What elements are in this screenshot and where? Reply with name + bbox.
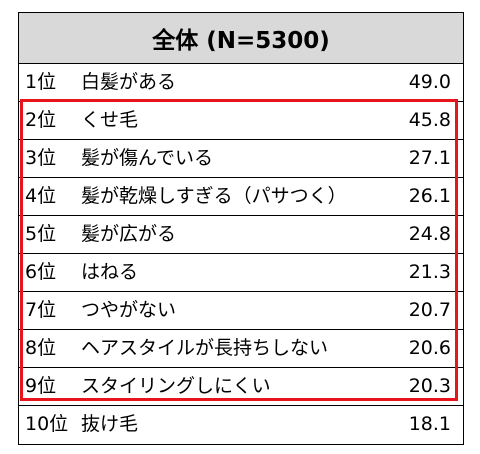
- item-label: ヘアスタイルが長持ちしない: [81, 337, 329, 359]
- item-label: くせ毛: [81, 109, 139, 131]
- item-label: 髪が傷んでいる: [81, 147, 214, 169]
- rank: 4位: [25, 185, 57, 207]
- rank: 1位: [25, 71, 57, 93]
- rank: 3位: [25, 147, 57, 169]
- ranking-table: 全体 (N=5300) 1位 白髪がある 49.0 2位 くせ毛 45.8 3位 髪が傷んでい…: [18, 12, 464, 445]
- rank: 7位: [25, 299, 57, 321]
- item-label: 抜け毛: [81, 413, 139, 435]
- value: 18.1: [408, 413, 451, 435]
- value: 26.1: [408, 185, 451, 207]
- item-label: スタイリングしにくい: [81, 375, 271, 397]
- rank: 9位: [25, 375, 57, 397]
- rank: 2位: [25, 109, 57, 131]
- table-header: 全体 (N=5300): [19, 13, 463, 64]
- item-label: つやがない: [81, 299, 177, 321]
- table-row: 10位 抜け毛 18.1: [19, 406, 463, 444]
- value: 20.6: [408, 337, 451, 359]
- item-label: 髪が乾燥しすぎる（パサつく）: [81, 185, 347, 207]
- item-label: 白髪がある: [81, 71, 177, 93]
- rank: 8位: [25, 337, 57, 359]
- table-row: 1位 白髪がある 49.0: [19, 64, 463, 102]
- table-row: 5位 髪が広がる 24.8: [19, 216, 463, 254]
- table-row: 7位 つやがない 20.7: [19, 292, 463, 330]
- value: 49.0: [408, 71, 451, 93]
- table-row: 4位 髪が乾燥しすぎる（パサつく） 26.1: [19, 178, 463, 216]
- table-row: 8位 ヘアスタイルが長持ちしない 20.6: [19, 330, 463, 368]
- rank: 5位: [25, 223, 57, 245]
- table-row: 3位 髪が傷んでいる 27.1: [19, 140, 463, 178]
- item-label: はねる: [81, 261, 139, 283]
- value: 20.7: [408, 299, 451, 321]
- rank: 6位: [25, 261, 57, 283]
- table-row: 9位 スタイリングしにくい 20.3: [19, 368, 463, 406]
- table-row: 6位 はねる 21.3: [19, 254, 463, 292]
- value: 20.3: [408, 375, 451, 397]
- value: 27.1: [408, 147, 451, 169]
- value: 45.8: [408, 109, 451, 131]
- item-label: 髪が広がる: [81, 223, 177, 245]
- rank: 10位: [25, 413, 69, 435]
- table-row: 2位 くせ毛 45.8: [19, 102, 463, 140]
- value: 24.8: [408, 223, 451, 245]
- value: 21.3: [408, 261, 451, 283]
